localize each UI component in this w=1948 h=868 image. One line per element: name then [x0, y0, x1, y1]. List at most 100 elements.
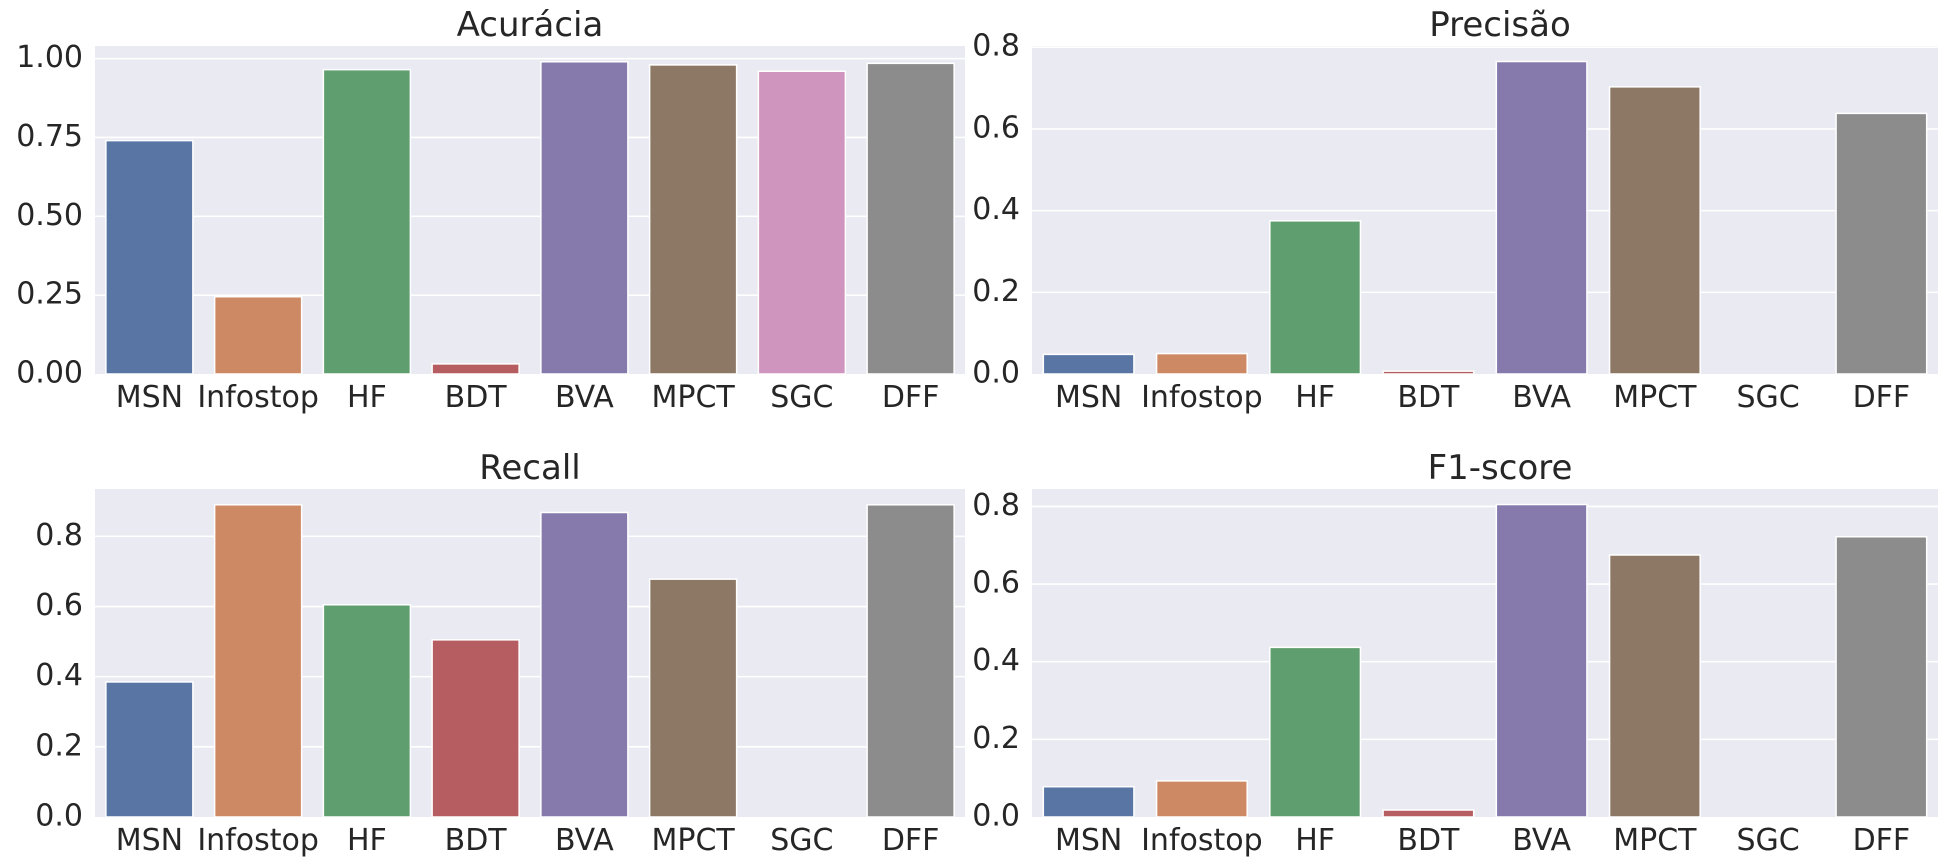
y-tick-label: 0.6	[972, 566, 1020, 601]
x-tick-label: MSN	[116, 380, 183, 415]
bar-dff	[1835, 535, 1928, 818]
chart-panel-recall: 0.0 0.2 0.4 0.6 0.8 MSN Infostop HF BDT BVA MPCT S…	[35, 448, 965, 858]
y-tick-label: 0.8	[972, 488, 1020, 523]
x-tick-label: Infostop	[197, 380, 319, 415]
chart-title: F1-score	[1428, 448, 1573, 488]
x-tick-label: Infostop	[1141, 823, 1263, 858]
bar-bva	[1495, 60, 1588, 375]
y-tick-label: 0.0	[972, 799, 1020, 834]
bar-infostop	[1155, 780, 1248, 818]
y-tick-label: 1.00	[16, 40, 83, 75]
x-tick-label: SGC	[770, 380, 833, 415]
bar-hf	[322, 68, 412, 375]
x-tick-label: MSN	[1055, 823, 1122, 858]
x-tick-label: Infostop	[197, 823, 319, 858]
plot-area	[1032, 489, 1938, 817]
x-tick-label: DFF	[882, 823, 940, 858]
y-tick-label: 0.4	[35, 658, 83, 693]
y-tick-labels: 0.00 0.25 0.50 0.75 1.00	[16, 40, 83, 390]
x-tick-label: MSN	[1055, 380, 1122, 415]
chart-panel-acuracia: 0.00 0.25 0.50 0.75 1.00 MSN Infostop HF BDT BVA…	[16, 5, 965, 415]
y-tick-labels: 0.0 0.2 0.4 0.6 0.8	[972, 488, 1020, 834]
bar-infostop	[213, 295, 303, 375]
bar-dff	[866, 62, 955, 375]
x-tick-label: HF	[347, 823, 387, 858]
y-tick-label: 0.4	[972, 643, 1020, 678]
y-tick-label: 0.0	[972, 356, 1020, 391]
bars	[1042, 503, 1928, 818]
y-tick-label: 0.2	[972, 721, 1020, 756]
bar-msn	[105, 139, 194, 375]
x-tick-labels: MSN Infostop HF BDT BVA MPCT SGC DFF	[1055, 380, 1910, 415]
y-tick-label: 0.8	[972, 29, 1020, 64]
x-tick-labels: MSN Infostop HF BDT BVA MPCT SGC DFF	[116, 823, 940, 858]
x-tick-label: DFF	[1853, 380, 1911, 415]
x-tick-label: BVA	[1512, 380, 1571, 415]
x-tick-label: MPCT	[652, 380, 736, 415]
bar-bdt	[431, 639, 520, 818]
x-tick-label: Infostop	[1141, 380, 1263, 415]
bar-msn	[105, 681, 194, 818]
x-tick-label: DFF	[882, 380, 940, 415]
x-tick-label: SGC	[1737, 823, 1800, 858]
bar-msn	[1042, 353, 1135, 375]
bar-infostop	[213, 504, 303, 818]
chart-title: Acurácia	[457, 5, 604, 45]
grid-lines	[1032, 505, 1938, 741]
y-tick-labels: 0.0 0.2 0.4 0.6 0.8	[972, 29, 1020, 391]
grid-lines	[1032, 46, 1938, 294]
x-tick-label: BVA	[1512, 823, 1571, 858]
bars	[105, 61, 955, 375]
x-tick-labels: MSN Infostop HF BDT BVA MPCT SGC DFF	[1055, 823, 1910, 858]
bar-infostop	[1155, 352, 1248, 375]
bar-bva	[540, 61, 629, 375]
x-tick-label: BVA	[555, 823, 614, 858]
bar-sgc	[757, 70, 847, 375]
chart-title: Precisão	[1429, 5, 1571, 45]
bar-mpct	[1608, 86, 1701, 375]
x-tick-label: HF	[1295, 380, 1335, 415]
x-tick-label: MPCT	[1613, 823, 1697, 858]
bar-msn	[1042, 785, 1135, 818]
y-tick-label: 0.75	[16, 119, 83, 154]
bar-dff	[1835, 112, 1928, 375]
bar-hf	[1269, 646, 1362, 818]
x-tick-label: BDT	[445, 380, 508, 415]
bar-hf	[1269, 220, 1362, 375]
y-tick-label: 0.6	[972, 110, 1020, 145]
y-tick-labels: 0.0 0.2 0.4 0.6 0.8	[35, 518, 83, 834]
bar-bdt	[1382, 809, 1475, 818]
y-tick-label: 0.50	[16, 198, 83, 233]
y-tick-label: 0.2	[35, 728, 83, 763]
x-tick-label: BDT	[445, 823, 508, 858]
x-tick-label: SGC	[770, 823, 833, 858]
bars	[105, 504, 955, 818]
x-tick-label: DFF	[1853, 823, 1911, 858]
chart-panel-precisao: 0.0 0.2 0.4 0.6 0.8 MSN Infostop HF BDT BVA MPCT S…	[972, 5, 1938, 415]
bar-hf	[322, 604, 412, 818]
chart-panel-f1-score: 0.0 0.2 0.4 0.6 0.8 MSN Infostop HF BDT BVA MPCT S…	[972, 448, 1938, 858]
x-tick-label: BDT	[1397, 380, 1460, 415]
x-tick-label: SGC	[1737, 380, 1800, 415]
bar-bva	[540, 511, 629, 818]
y-tick-label: 0.25	[16, 277, 83, 312]
x-tick-labels: MSN Infostop HF BDT BVA MPCT SGC DFF	[116, 380, 940, 415]
x-tick-label: BVA	[555, 380, 614, 415]
y-tick-label: 0.2	[972, 274, 1020, 309]
bar-mpct	[648, 64, 738, 375]
bar-bdt	[431, 363, 520, 375]
y-tick-label: 0.6	[35, 588, 83, 623]
chart-title: Recall	[479, 448, 580, 488]
y-tick-label: 0.00	[16, 356, 83, 391]
x-tick-label: MSN	[116, 823, 183, 858]
bars	[1042, 60, 1928, 375]
x-tick-label: BDT	[1397, 823, 1460, 858]
bar-mpct	[648, 578, 738, 818]
x-tick-label: HF	[347, 380, 387, 415]
x-tick-label: MPCT	[1613, 380, 1697, 415]
x-tick-label: HF	[1295, 823, 1335, 858]
bar-mpct	[1608, 554, 1701, 818]
bar-bva	[1495, 503, 1588, 818]
y-tick-label: 0.8	[35, 518, 83, 553]
